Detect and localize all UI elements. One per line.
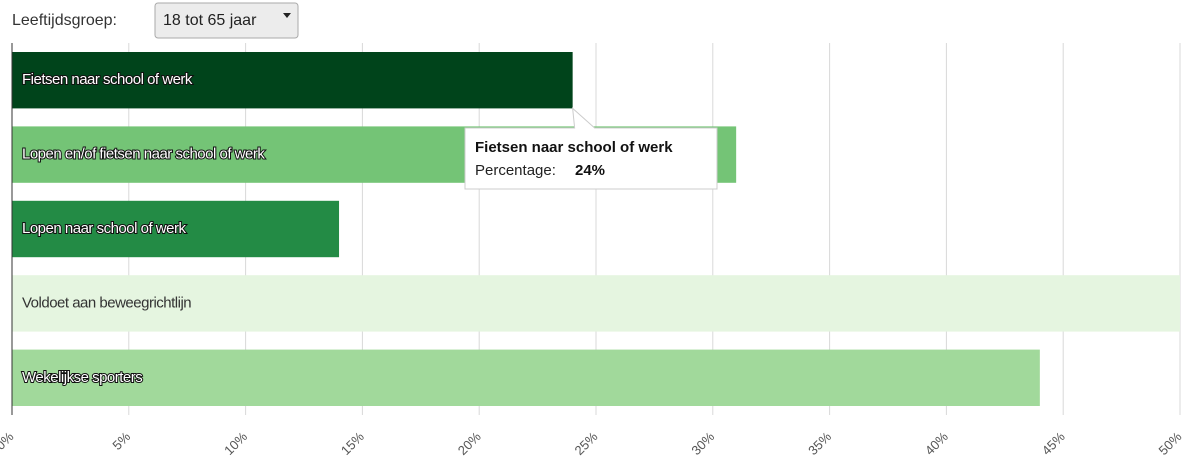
x-tick-label: 50% (1156, 429, 1185, 458)
x-tick-label: 10% (221, 429, 250, 458)
bar-label: Lopen naar school of werk (22, 220, 186, 237)
x-tick-label: 15% (338, 429, 367, 458)
x-tick-label: 30% (688, 429, 717, 458)
filter-label: Leeftijdsgroep: (12, 12, 117, 29)
filter-select[interactable]: 18 tot 65 jaar (154, 2, 299, 39)
tooltip-label: Percentage: (475, 162, 556, 179)
bar-label: Voldoet aan beweegrichtlijn (22, 294, 191, 311)
x-tick-label: 25% (572, 429, 601, 458)
tooltip-title: Fietsen naar school of werk (475, 139, 673, 156)
tooltip-value: 24% (575, 162, 605, 179)
bar (12, 200, 340, 258)
bar-label: Lopen en/of fietsen naar school of werk (22, 146, 265, 163)
x-tick-label: 35% (805, 429, 834, 458)
plot: 0% 5% 10% 15% 20% 25% 30% 35% 40% 45% 50% Fietsen n… (0, 43, 1185, 458)
x-tick-label: 45% (1039, 429, 1068, 458)
bar (12, 349, 1040, 406)
bar-label: Fietsen naar school of werk (22, 71, 193, 88)
bar (12, 275, 1180, 332)
x-tick-label: 20% (455, 429, 484, 458)
tooltip-box (464, 107, 718, 190)
select-caret (283, 13, 291, 18)
x-tick-label: 0% (0, 429, 17, 453)
select-value[interactable]: 18 tot 65 jaar (163, 12, 257, 29)
x-tick-label: 5% (109, 429, 133, 453)
bar-label: Wekelijkse sporters (22, 369, 142, 386)
bar (12, 52, 573, 109)
select-box[interactable] (154, 2, 299, 39)
x-tick-label: 40% (922, 429, 951, 458)
